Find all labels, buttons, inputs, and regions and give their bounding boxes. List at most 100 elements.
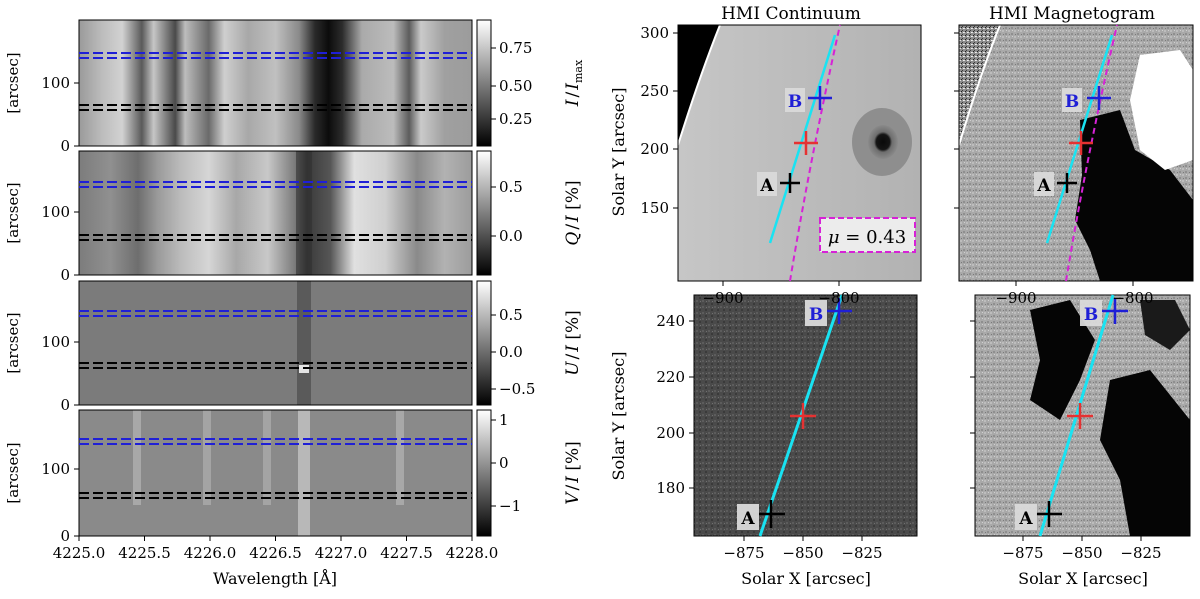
left-y-axes <box>74 82 79 537</box>
markers <box>757 86 1128 528</box>
stokes-q-line-noise <box>296 151 312 275</box>
xtick-4226-5: 4226.5 <box>249 544 302 562</box>
marker-b-mag-zoom <box>1102 298 1128 324</box>
magnetogram-limb <box>958 24 1001 146</box>
stokes-u-line-noise <box>297 281 311 405</box>
v-ytick-100: 100 <box>41 460 70 478</box>
solar-limb <box>677 24 721 146</box>
u-ytick-100: 100 <box>41 333 70 351</box>
stokes-u-panel <box>78 280 473 406</box>
top-ytick-250: 250 <box>640 82 669 100</box>
cbar-v-tick-3: −1 <box>499 497 521 515</box>
continuum-zoom-frame <box>693 294 918 537</box>
top-xtick-m800-mag: −800 <box>1112 289 1153 307</box>
zoom-negative-region-2 <box>1100 370 1190 536</box>
stokes-v-line-4 <box>298 410 310 536</box>
label-b-cont: B <box>788 92 802 112</box>
right-axes-ticks <box>673 32 1142 541</box>
marker-b-cont <box>808 86 832 110</box>
marker-a-mag <box>1057 173 1077 193</box>
off-limb-dark <box>678 25 720 145</box>
marker-a-mag-zoom <box>1036 501 1062 527</box>
marker-b-mag <box>1087 86 1111 110</box>
left-y-tick-labels: 0 100 0 100 0 100 0 100 <box>41 74 70 545</box>
slit-line-mag-top <box>1045 34 1114 244</box>
cbar-u-tick-1: 0.5 <box>499 306 523 324</box>
solar-x-label-cont: Solar X [arcsec] <box>741 569 871 588</box>
marker-mid-cont-zoom <box>790 403 816 429</box>
cbar-i-tick-2: 0.50 <box>499 77 532 95</box>
xtick-4225-0: 4225.0 <box>53 544 106 562</box>
cbar-v-tick-1: 1 <box>499 411 509 429</box>
title-hmi-continuum: HMI Continuum <box>721 4 861 24</box>
solar-y-label-top: Solar Y [arcsec] <box>609 88 628 217</box>
xtick-4227-0: 4227.0 <box>315 544 368 562</box>
bottom-ytick-200: 200 <box>656 424 685 442</box>
cbar-u-tick-2: 0.0 <box>499 343 523 361</box>
magnetogram-overview-frame <box>958 24 1194 282</box>
solar-x-label-mag: Solar X [arcsec] <box>1018 569 1148 588</box>
label-a-mag-zoom: A <box>1018 509 1033 529</box>
top-ytick-150: 150 <box>640 199 669 217</box>
label-b-cont-zoom: B <box>809 305 823 325</box>
cbar-i-tick-1: 0.75 <box>499 39 532 57</box>
u-ytick-0: 0 <box>60 396 70 414</box>
slit-line-cont-top <box>768 34 837 244</box>
cbar-u <box>476 280 492 406</box>
cbar-v-label: V/I [%] <box>563 441 583 505</box>
bottom-ytick-240: 240 <box>656 312 685 330</box>
cbar-q-tick-1: 0.5 <box>499 178 523 196</box>
title-hmi-magnetogram: HMI Magnetogram <box>989 4 1155 24</box>
bottom-xtick-m825-mag: −825 <box>1120 544 1161 562</box>
q-ytick-0: 0 <box>60 266 70 284</box>
xtick-4228-0: 4228.0 <box>446 544 499 562</box>
stokes-v-line-1 <box>133 410 141 505</box>
stokes-u-frame <box>78 280 473 406</box>
stokes-i-image <box>79 20 472 146</box>
i-ytick-100: 100 <box>41 74 70 92</box>
top-ytick-300: 300 <box>640 24 669 42</box>
top-xtick-m900-cont: −900 <box>702 289 743 307</box>
bottom-ytick-180: 180 <box>656 479 685 497</box>
stokes-v-line-2 <box>203 410 211 505</box>
magnetogram-off-limb <box>959 25 1000 145</box>
magnetogram-zoom-panel <box>974 294 1191 537</box>
cbar-u-tick-3: −0.5 <box>499 380 535 398</box>
label-b-mag-zoom: B <box>1084 305 1098 325</box>
xtick-4225-5: 4225.5 <box>118 544 171 562</box>
q-ytick-100: 100 <box>41 203 70 221</box>
marker-mid-mag-zoom <box>1067 403 1093 429</box>
left-y-axis-labels: [arcsec] [arcsec] [arcsec] [arcsec] <box>4 52 22 503</box>
bottom-xtick-m825-cont: −825 <box>841 544 882 562</box>
sunspot-umbra <box>868 125 898 159</box>
bottom-xtick-m850-cont: −850 <box>782 544 823 562</box>
xtick-4226-0: 4226.0 <box>184 544 237 562</box>
stokes-v-line-5 <box>396 410 404 505</box>
stokes-q-panel <box>78 150 473 276</box>
solar-y-label-bottom: Solar Y [arcsec] <box>609 352 628 481</box>
xtick-4227-5: 4227.5 <box>380 544 433 562</box>
v-ytick-0: 0 <box>60 527 70 545</box>
slit-position-lines <box>79 52 472 499</box>
right-axes-tick-labels: 300 250 200 150 −900 −800 −900 −800 240 … <box>640 24 1161 562</box>
mu-contour-mag <box>1065 24 1118 282</box>
label-a-cont-zoom: A <box>740 509 755 529</box>
wavelength-axis-label: Wavelength [Å] <box>213 568 337 588</box>
stokes-v-panel <box>78 409 473 537</box>
continuum-overview-frame <box>677 24 922 282</box>
bottom-xtick-m875-mag: −875 <box>1002 544 1043 562</box>
stokes-u-image <box>79 281 472 405</box>
u-ylabel: [arcsec] <box>4 312 22 373</box>
marker-mid-mag <box>1069 131 1093 155</box>
i-ytick-0: 0 <box>60 137 70 155</box>
right-axis-labels: Solar Y [arcsec] Solar Y [arcsec] Solar … <box>609 88 1148 588</box>
point-labels: A B A B A B A B <box>737 88 1102 530</box>
marker-a-cont <box>780 173 800 193</box>
zoom-negative-region-3 <box>1140 300 1190 350</box>
stokes-i-panel <box>78 19 473 147</box>
wavelength-x-axis <box>78 536 473 541</box>
colorbars <box>476 19 492 537</box>
bottom-xtick-m875-cont: −875 <box>723 544 764 562</box>
cbar-i-tick-3: 0.25 <box>499 110 532 128</box>
